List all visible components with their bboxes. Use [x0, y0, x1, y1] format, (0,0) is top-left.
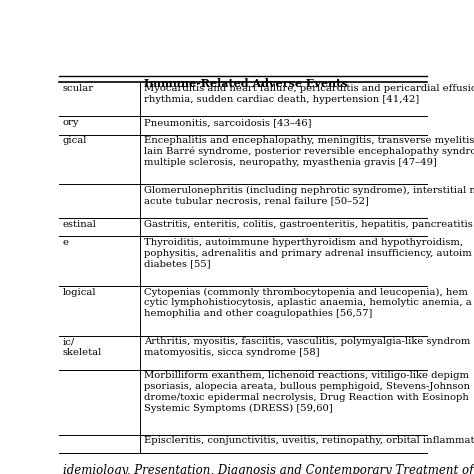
Text: logical: logical	[63, 288, 96, 297]
Text: estinal: estinal	[63, 219, 97, 228]
Text: Morbilliform exanthem, lichenoid reactions, vitiligo-like depigm
psoriasis, alop: Morbilliform exanthem, lichenoid reactio…	[144, 371, 470, 412]
Text: scular: scular	[63, 84, 94, 93]
Text: Episcleritis, conjunctivitis, uveitis, retinopathy, orbital inflammat: Episcleritis, conjunctivitis, uveitis, r…	[144, 437, 474, 446]
Text: Gastritis, enteritis, colitis, gastroenteritis, hepatitis, pancreatitis [5: Gastritis, enteritis, colitis, gastroent…	[144, 219, 474, 228]
Text: Pneumonitis, sarcoidosis [43–46]: Pneumonitis, sarcoidosis [43–46]	[144, 118, 311, 127]
Text: Encephalitis and encephalopathy, meningitis, transverse myelitis
lain Barré synd: Encephalitis and encephalopathy, meningi…	[144, 136, 474, 167]
Text: Glomerulonephritis (including nephrotic syndrome), interstitial n
acute tubular : Glomerulonephritis (including nephrotic …	[144, 186, 474, 206]
Text: Cytopenias (commonly thrombocytopenia and leucopenia), hem
cytic lymphohistiocyt: Cytopenias (commonly thrombocytopenia an…	[144, 288, 472, 318]
Text: ic/
skeletal: ic/ skeletal	[63, 337, 102, 356]
Text: ory: ory	[63, 118, 80, 127]
Text: Myocarditis and heart failure, pericarditis and pericardial effusio
rhythmia, su: Myocarditis and heart failure, pericardi…	[144, 84, 474, 104]
Text: idemiology, Presentation, Diagnosis and Contemporary Treatment of Im: idemiology, Presentation, Diagnosis and …	[63, 464, 474, 474]
Text: gical: gical	[63, 136, 87, 145]
Text: Immune-Related Adverse Events: Immune-Related Adverse Events	[144, 78, 347, 89]
Text: Thyroiditis, autoimmune hyperthyroidism and hypothyroidism,
pophysitis, adrenali: Thyroiditis, autoimmune hyperthyroidism …	[144, 238, 472, 268]
Text: Arthritis, myositis, fasciitis, vasculitis, polymyalgia-like syndrom
matomyositi: Arthritis, myositis, fasciitis, vasculit…	[144, 337, 470, 357]
Text: e: e	[63, 238, 69, 247]
